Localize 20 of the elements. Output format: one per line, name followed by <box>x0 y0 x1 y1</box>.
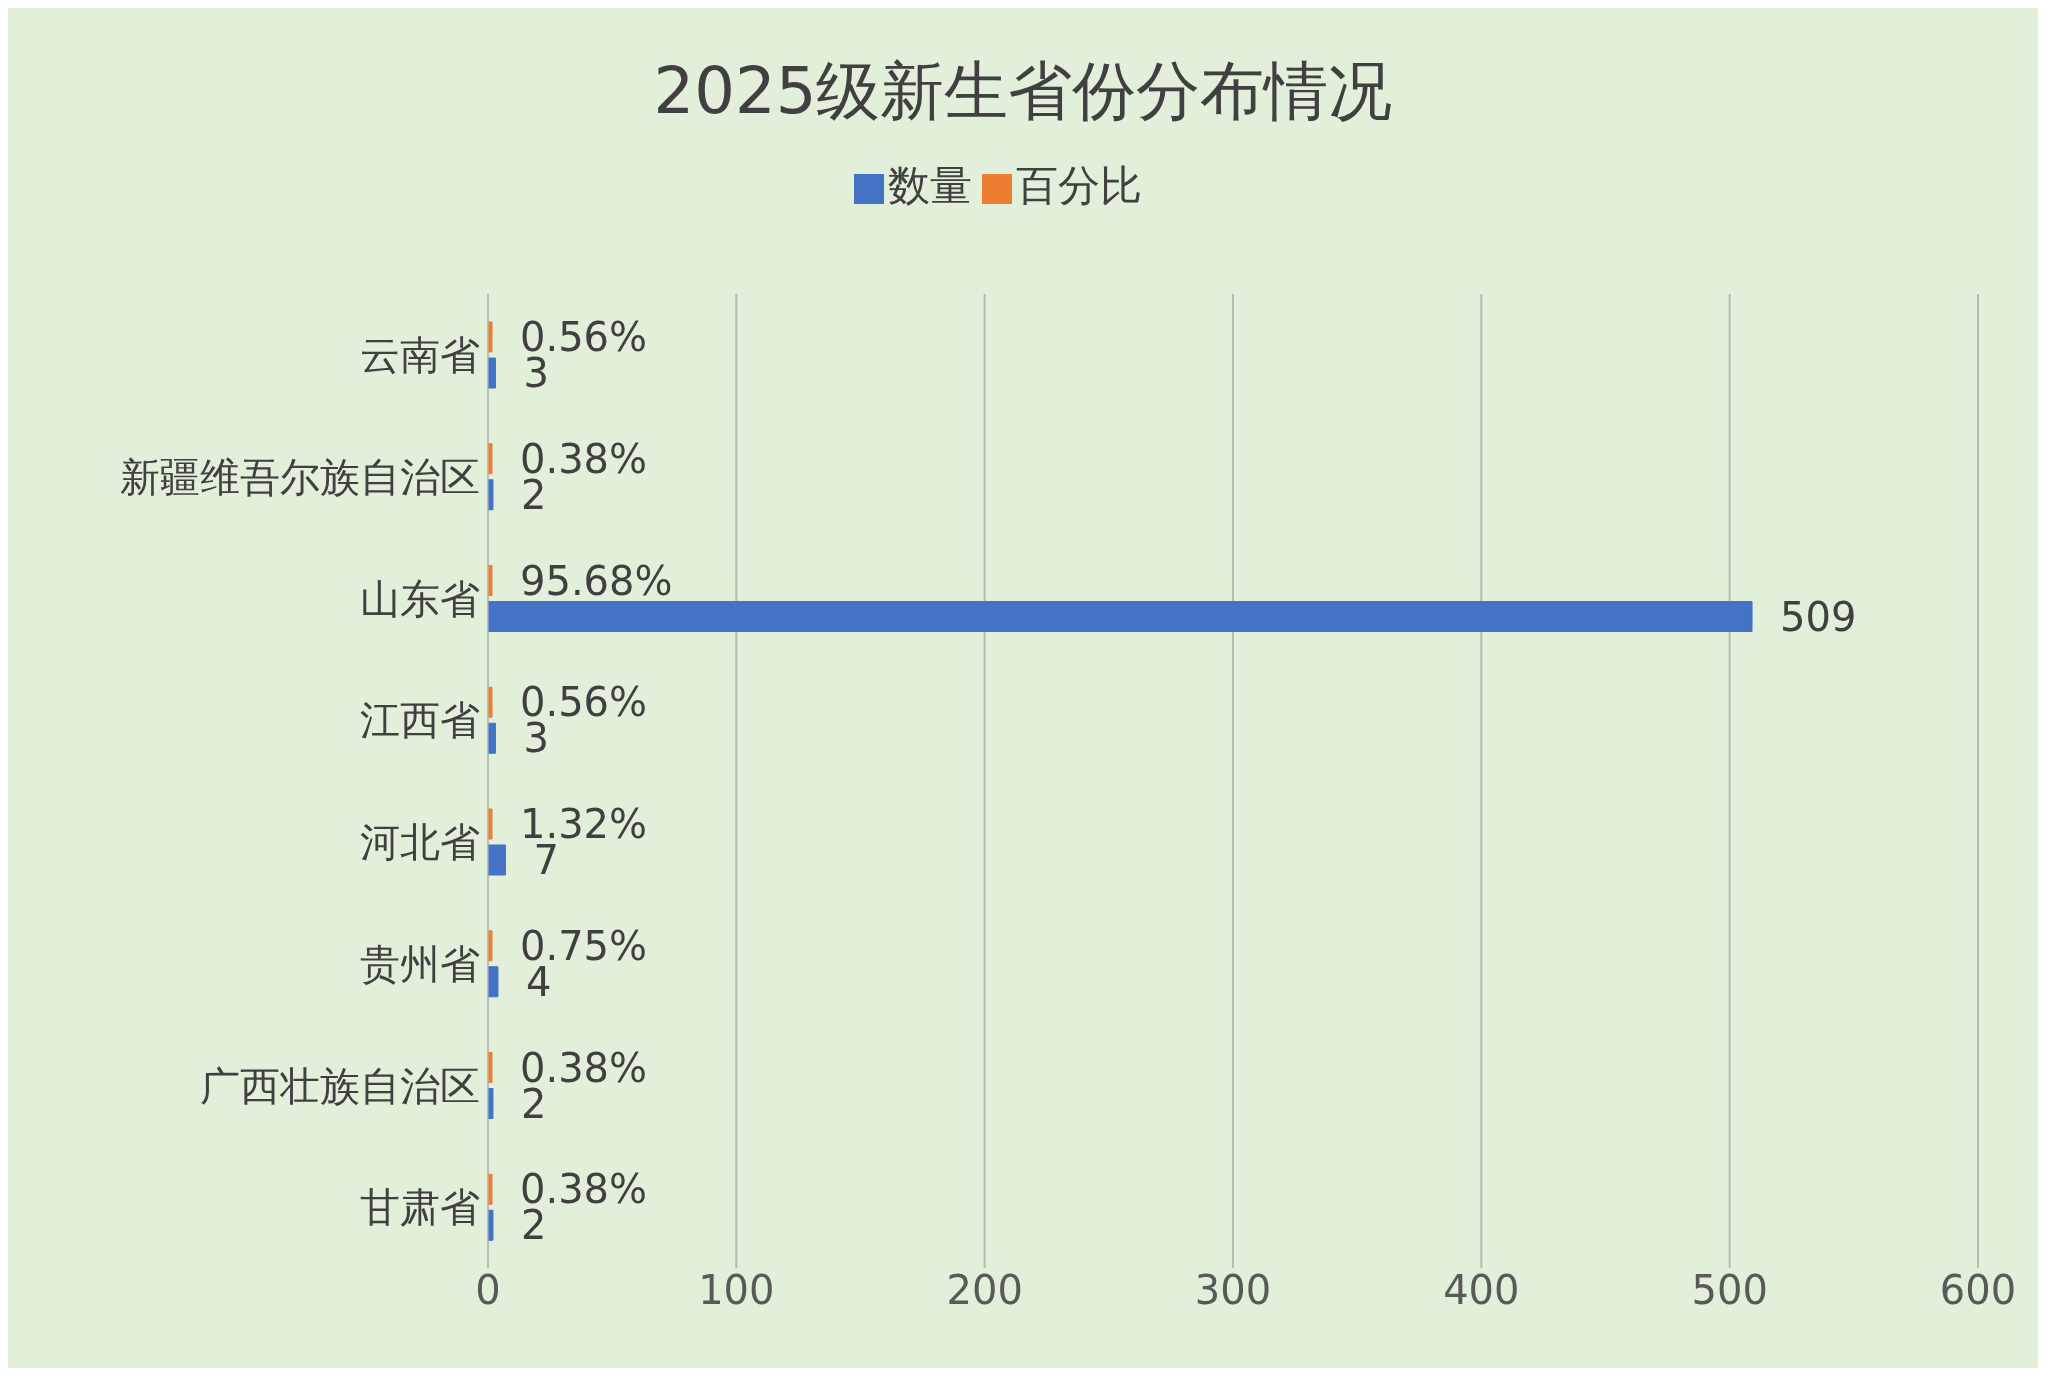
x-tick-label: 0 <box>475 1267 501 1314</box>
y-tick-label: 河北省 <box>360 819 480 866</box>
legend-label: 数量 <box>888 161 972 210</box>
data-label: 95.68% <box>520 557 673 604</box>
y-tick-label: 广西壮族自治区 <box>200 1062 480 1109</box>
x-tick-label: 100 <box>698 1267 775 1314</box>
x-tick-label: 600 <box>1939 1267 2017 1314</box>
data-label: 509 <box>1780 593 1857 640</box>
legend-label: 百分比 <box>1016 161 1142 210</box>
y-tick-label: 新疆维吾尔族自治区 <box>120 453 480 500</box>
y-tick-label: 甘肃省 <box>360 1184 480 1231</box>
x-tick-label: 400 <box>1443 1267 1520 1314</box>
y-tick-label: 云南省 <box>360 332 480 379</box>
x-tick-label: 300 <box>1194 1267 1272 1314</box>
y-tick-label: 江西省 <box>360 697 480 744</box>
y-tick-label: 贵州省 <box>360 940 480 987</box>
x-tick-label: 200 <box>946 1267 1023 1314</box>
y-tick-label: 山东省 <box>360 575 480 622</box>
chart-title: 2025级新生省份分布情况 <box>652 53 1394 130</box>
x-tick-label: 500 <box>1691 1267 1768 1314</box>
